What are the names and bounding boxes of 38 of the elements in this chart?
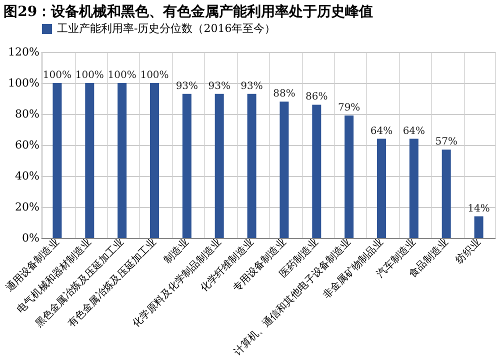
bar — [280, 102, 289, 238]
bar — [409, 138, 418, 238]
bar — [150, 83, 159, 238]
data-label: 93% — [176, 80, 198, 92]
x-tick-label: 纺织业 — [453, 236, 484, 266]
data-label: 100% — [75, 70, 104, 81]
bar — [182, 94, 192, 238]
bar — [312, 104, 322, 238]
bar — [118, 83, 127, 238]
data-label: 64% — [402, 126, 426, 137]
bar — [85, 83, 94, 238]
bar — [214, 94, 224, 238]
bar — [52, 83, 62, 238]
data-label: 14% — [468, 203, 490, 214]
y-tick-label: 20% — [15, 200, 40, 214]
bar — [377, 138, 386, 238]
y-tick-label: 80% — [15, 108, 40, 120]
data-label: 79% — [338, 102, 360, 114]
y-tick-label: 40% — [15, 170, 40, 182]
data-label: 88% — [273, 88, 296, 100]
data-label: 93% — [240, 80, 263, 92]
y-tick-label: 100% — [8, 76, 40, 90]
bar — [474, 216, 484, 238]
bar — [344, 116, 354, 238]
data-label: 57% — [435, 136, 458, 148]
data-label: 100% — [42, 70, 72, 81]
data-label: 86% — [306, 92, 328, 103]
chart-title: 图29：设备机械和黑色、有色金属产能利用率处于历史峰值 — [4, 3, 374, 20]
y-tick-label: 60% — [15, 138, 40, 152]
bar — [442, 150, 451, 238]
data-label: 100% — [140, 70, 169, 81]
data-label: 64% — [370, 126, 393, 137]
data-label: 100% — [108, 70, 136, 81]
bar — [247, 94, 256, 238]
y-tick-label: 0% — [22, 232, 40, 244]
y-tick-label: 120% — [8, 46, 40, 58]
data-label: 93% — [208, 80, 230, 92]
legend-label: 工业产能利用率-历史分位数（2016年至今） — [57, 22, 276, 35]
